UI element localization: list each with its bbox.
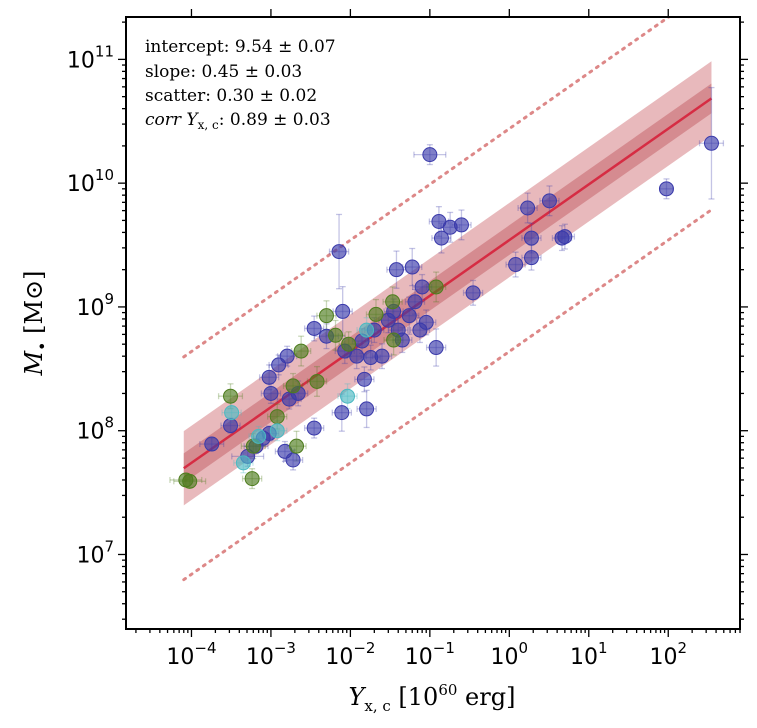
annotation-slope: slope: 0.45 ± 0.03 (145, 62, 302, 82)
scatter-point (306, 320, 322, 336)
scatter-point (388, 262, 404, 278)
stats-annotation: intercept: 9.54 ± 0.07 slope: 0.45 ± 0.0… (145, 37, 336, 132)
scatter-point (223, 388, 239, 404)
annotation-scatter: scatter: 0.30 ± 0.02 (145, 86, 317, 106)
x-tick-label: 10−1 (405, 639, 455, 670)
scatter-point (523, 230, 539, 246)
scatter-point (182, 473, 198, 489)
scatter-point (541, 193, 557, 209)
scatter-point (428, 279, 444, 295)
scatter-point (520, 200, 536, 216)
lower-dotted-line (182, 208, 713, 582)
x-tick-label: 101 (570, 639, 608, 670)
scatter-point (341, 336, 357, 352)
scatter-point (465, 285, 481, 301)
scatter-point (433, 230, 449, 246)
y-tick-label: 1010 (67, 166, 114, 197)
plot-frame (125, 16, 741, 630)
scatter-point (318, 308, 334, 324)
scatter-point (418, 314, 434, 330)
scatter-point (508, 257, 524, 273)
annotation-corr: corr Yx, c: 0.89 ± 0.03 (145, 110, 331, 132)
scatter-point (263, 385, 279, 401)
scatter-point (356, 371, 372, 387)
x-tick-label: 10−2 (325, 639, 375, 670)
y-axis-label: M• [M⊙] (20, 270, 52, 376)
scatter-point (386, 332, 402, 348)
scatter-point (261, 369, 277, 385)
scatter-point (385, 294, 401, 310)
scatter-point (703, 135, 719, 151)
y-tick-label: 108 (76, 414, 114, 445)
y-tick-label: 109 (76, 290, 114, 321)
x-tick-label: 10−3 (246, 639, 296, 670)
scatter-point (279, 348, 295, 364)
x-tick-label: 10−4 (166, 639, 216, 670)
scatter-point (349, 348, 365, 364)
scatter-point (309, 373, 325, 389)
scatter-point (223, 418, 239, 434)
plot-content (169, 17, 725, 582)
scatter-point (523, 250, 539, 266)
scatter-point (285, 452, 301, 468)
scatter-point (414, 279, 430, 295)
scatter-point (340, 388, 356, 404)
scatter-point (404, 259, 420, 275)
scatter-point (359, 401, 375, 417)
scatter-point-layer (178, 135, 719, 489)
y-tick-label: 1011 (67, 42, 114, 73)
x-tick-label: 102 (649, 639, 687, 670)
scatter-point (224, 405, 240, 421)
scatter-point (204, 436, 220, 452)
x-axis-label: Yx, c [1060 erg] (349, 681, 516, 715)
scatter-point (407, 294, 423, 310)
scatter-point (374, 348, 390, 364)
upper-dotted-line (182, 17, 672, 359)
scatter-point (244, 471, 260, 487)
scatter-point (331, 244, 347, 260)
scatter-point (289, 438, 305, 454)
scatter-point (269, 409, 285, 425)
fit-line (183, 97, 713, 470)
tick-layer: 10−4 10−3 10−2 10−1 100 101 102 107 108 109 1010 10… (67, 9, 748, 670)
scatter-point (401, 308, 417, 324)
scatter-point (428, 340, 444, 356)
scatter-point (422, 147, 438, 163)
scatter-point (251, 428, 267, 444)
scatter-point (658, 181, 674, 197)
scatter-point (269, 423, 285, 439)
scatter-point (557, 229, 573, 245)
scatter-point (306, 420, 322, 436)
scatter-point (359, 322, 375, 338)
y-tick-label: 107 (76, 537, 114, 568)
scatter-point (293, 343, 309, 359)
scatter-point (328, 327, 344, 343)
scatter-point (285, 378, 301, 394)
annotation-intercept: intercept: 9.54 ± 0.07 (145, 37, 336, 57)
scatter-point (368, 306, 384, 322)
x-tick-label: 100 (491, 639, 529, 670)
scatter-point (235, 455, 251, 471)
scatter-point (334, 405, 350, 421)
scatter-point (453, 217, 469, 233)
scatter-point (335, 303, 351, 319)
